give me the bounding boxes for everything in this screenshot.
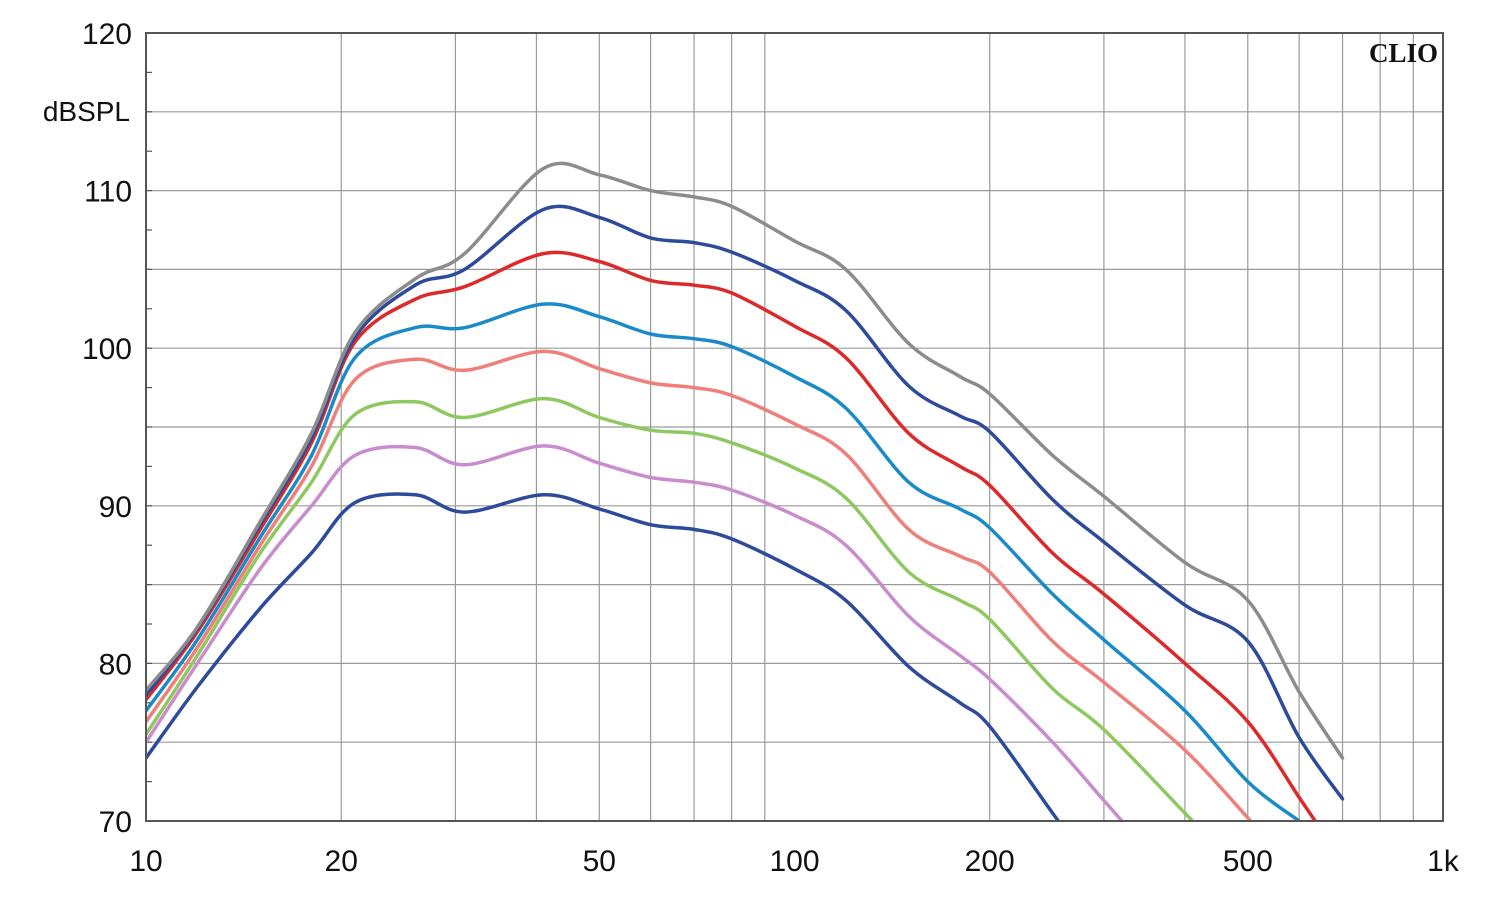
series-line-level-2	[146, 444, 1124, 821]
x-tick-label: 500	[1223, 845, 1273, 878]
series-lines	[146, 161, 1345, 821]
series-line-level-4	[146, 349, 1254, 821]
y-tick-labels: 70 80 90 100 110 120	[82, 18, 132, 839]
clio-brand-label: CLIO	[1369, 38, 1438, 68]
series-line-level-3	[146, 396, 1195, 821]
x-tick-label: 1k	[1427, 845, 1460, 878]
y-tick-label: 80	[99, 648, 132, 681]
series-line-level-8	[146, 161, 1345, 760]
x-tick-label: 200	[965, 845, 1015, 878]
x-tick-label: 50	[583, 845, 616, 878]
x-tick-label: 100	[769, 845, 819, 878]
x-tick-labels: 10 20 50 100 200 500 1k	[129, 845, 1460, 878]
y-tick-label: 100	[82, 333, 132, 366]
plot-frame	[145, 32, 1444, 822]
y-axis-label: dBSPL	[43, 96, 130, 127]
series-line-level-5	[146, 302, 1301, 821]
y-tick-label: 120	[82, 18, 132, 51]
series-line-level-6	[146, 250, 1317, 821]
x-tick-label: 20	[325, 845, 358, 878]
series-line-level-7	[146, 204, 1345, 801]
x-tick-label: 10	[129, 845, 162, 878]
series-line-level-1	[146, 492, 1061, 821]
y-tick-label: 110	[84, 176, 132, 209]
y-tick-label: 90	[99, 491, 132, 524]
y-tick-label: 70	[99, 806, 132, 839]
